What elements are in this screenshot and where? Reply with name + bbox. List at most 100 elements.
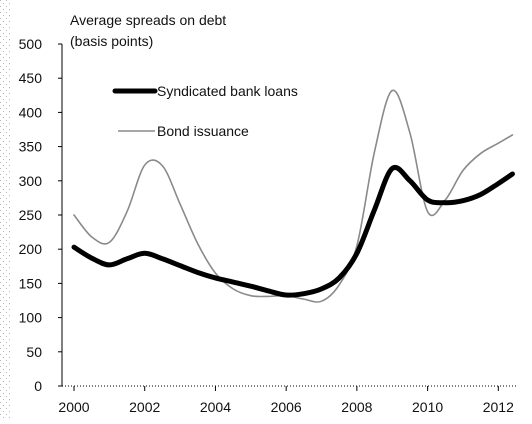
- edge-dot: [0, 48, 1, 49]
- edge-dot: [3, 273, 4, 274]
- edge-dot: [0, 66, 1, 67]
- edge-dot: [3, 351, 4, 352]
- edge-dot: [0, 24, 1, 25]
- edge-dot: [3, 219, 4, 220]
- edge-dot: [3, 69, 4, 70]
- edge-dot: [6, 108, 7, 109]
- edge-dot: [6, 300, 7, 301]
- edge-dot: [3, 45, 4, 46]
- edge-dot: [9, 357, 10, 358]
- edge-dot: [6, 336, 7, 337]
- edge-dot: [6, 348, 7, 349]
- edge-dot: [9, 69, 10, 70]
- edge-dot: [6, 174, 7, 175]
- edge-dot: [9, 237, 10, 238]
- edge-dot: [3, 93, 4, 94]
- edge-dot: [0, 84, 1, 85]
- edge-dot: [6, 372, 7, 373]
- edge-dot: [0, 114, 1, 115]
- edge-dot: [6, 228, 7, 229]
- edge-dot: [9, 345, 10, 346]
- edge-dot: [6, 132, 7, 133]
- edge-dot: [6, 162, 7, 163]
- series-line-bond-issuance: [73, 89, 514, 303]
- edge-dot: [9, 135, 10, 136]
- edge-dot: [3, 315, 4, 316]
- edge-dot: [3, 105, 4, 106]
- y-tick-label: 50: [26, 344, 42, 360]
- edge-dot: [9, 375, 10, 376]
- legend: Syndicated bank loans Bond issuance: [112, 83, 298, 139]
- edge-dot: [6, 12, 7, 13]
- edge-dot: [3, 15, 4, 16]
- edge-dot: [3, 111, 4, 112]
- edge-dot: [9, 183, 10, 184]
- edge-dot: [3, 267, 4, 268]
- edge-dot: [0, 300, 1, 301]
- edge-dot: [3, 51, 4, 52]
- edge-dot: [3, 339, 4, 340]
- edge-dot: [3, 309, 4, 310]
- edge-dot: [0, 252, 1, 253]
- edge-dot: [6, 156, 7, 157]
- edge-dot: [6, 102, 7, 103]
- edge-dot: [0, 102, 1, 103]
- edge-dot: [3, 75, 4, 76]
- x-tick-label: 2010: [412, 399, 443, 415]
- edge-dot: [3, 249, 4, 250]
- edge-dot: [6, 222, 7, 223]
- left-edge-dotted-strip: [0, 0, 10, 418]
- edge-dot: [3, 291, 4, 292]
- edge-dot: [6, 60, 7, 61]
- edge-dot: [3, 21, 4, 22]
- edge-dot: [6, 36, 7, 37]
- edge-dot: [6, 360, 7, 361]
- edge-dot: [0, 390, 1, 391]
- edge-dot: [6, 168, 7, 169]
- edge-dot: [0, 312, 1, 313]
- edge-dot: [3, 99, 4, 100]
- edge-dot: [0, 168, 1, 169]
- edge-dot: [0, 162, 1, 163]
- edge-dot: [3, 213, 4, 214]
- edge-dot: [6, 210, 7, 211]
- edge-dot: [9, 387, 10, 388]
- edge-dot: [9, 201, 10, 202]
- y-tick-label: 0: [34, 378, 42, 394]
- edge-dot: [0, 198, 1, 199]
- edge-dot: [3, 207, 4, 208]
- edge-dot: [6, 330, 7, 331]
- edge-dot: [9, 147, 10, 148]
- edge-dot: [3, 27, 4, 28]
- edge-dot: [9, 267, 10, 268]
- edge-dot: [3, 327, 4, 328]
- edge-dot: [0, 384, 1, 385]
- edge-dot: [0, 408, 1, 409]
- edge-dot: [0, 150, 1, 151]
- edge-dot: [3, 411, 4, 412]
- edge-dot: [9, 333, 10, 334]
- edge-dot: [3, 375, 4, 376]
- edge-dot: [0, 30, 1, 31]
- edge-dot: [9, 51, 10, 52]
- edge-dot: [9, 117, 10, 118]
- x-tick-label: 2000: [58, 399, 89, 415]
- edge-dot: [9, 9, 10, 10]
- edge-dot: [0, 324, 1, 325]
- edge-dot: [3, 165, 4, 166]
- edge-dot: [9, 255, 10, 256]
- edge-dot: [6, 72, 7, 73]
- edge-dot: [3, 285, 4, 286]
- edge-dot: [6, 30, 7, 31]
- series-lines: [71, 89, 515, 303]
- edge-dot: [6, 90, 7, 91]
- edge-dot: [9, 399, 10, 400]
- edge-dot: [0, 42, 1, 43]
- edge-dot: [9, 303, 10, 304]
- edge-dot: [6, 258, 7, 259]
- edge-dot: [6, 408, 7, 409]
- edge-dot: [3, 135, 4, 136]
- edge-dot: [9, 291, 10, 292]
- edge-dot: [6, 192, 7, 193]
- edge-dot: [3, 123, 4, 124]
